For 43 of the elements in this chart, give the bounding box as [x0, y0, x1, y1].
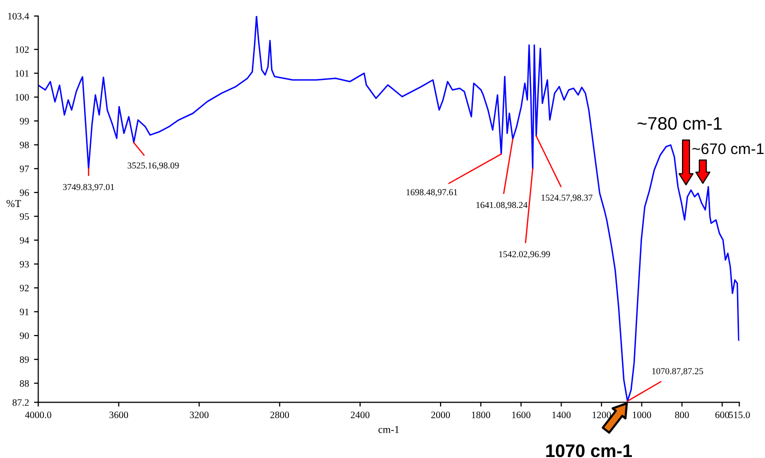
- annotation: 1542.02,96.99: [499, 251, 550, 259]
- annotation: ~780 cm-1: [638, 117, 722, 130]
- annotation: 3525.16,98.09: [128, 162, 179, 170]
- y-tick-label: 87.2: [12, 399, 29, 406]
- annotation: ~670 cm-1: [692, 143, 764, 154]
- x-tick-label: 600: [715, 412, 730, 418]
- y-tick-label: 89: [20, 356, 29, 363]
- y-tick-label: 91: [20, 308, 29, 316]
- x-tick-label: 3200: [190, 412, 209, 418]
- y-tick-label: 101: [15, 70, 29, 77]
- annotation: 1070.87,87.25: [652, 368, 704, 376]
- x-tick-label: 2400: [350, 412, 370, 418]
- x-tick-label: 2800: [270, 412, 289, 418]
- annotation: 3749.83,97.01: [63, 184, 114, 192]
- x-tick-label: 4000.0: [25, 412, 52, 418]
- y-tick-label: 92: [20, 284, 29, 292]
- y-tick-label: 97: [20, 166, 29, 172]
- x-tick-label: 2000: [431, 412, 450, 418]
- x-tick-label: 1200: [592, 412, 611, 418]
- x-tick-label: 1800: [472, 412, 490, 418]
- annotation: 1641.08,98.24: [476, 202, 528, 210]
- y-tick-label: 102: [15, 46, 29, 53]
- x-tick-label: 515.0: [728, 412, 750, 418]
- y-tick-label: 98: [20, 142, 29, 148]
- y-tick-label: 103.4: [8, 12, 30, 20]
- y-tick-label: 93: [20, 260, 29, 268]
- y-tick-label: 100: [15, 94, 29, 101]
- x-tick-label: 1600: [512, 412, 530, 418]
- y-tick-label: 99: [20, 118, 29, 124]
- annotation: 1524.57,98.37: [542, 194, 592, 202]
- x-tick-label: 1000: [632, 412, 652, 418]
- x-tick-label: 800: [675, 412, 689, 418]
- x-axis-title: cm-1: [378, 426, 399, 434]
- y-tick-label: 95: [20, 213, 29, 220]
- x-tick-label: 3600: [109, 412, 128, 418]
- y-axis-title: %T: [6, 200, 22, 208]
- y-tick-label: 96: [20, 189, 29, 196]
- annotation: 1070 cm-1: [546, 444, 632, 458]
- x-tick-label: 1400: [552, 412, 571, 418]
- y-tick-label: 88: [20, 380, 29, 387]
- annotation: 1698.48,97.61: [406, 189, 458, 197]
- y-tick-label: 94: [20, 237, 30, 244]
- y-tick-label: 90: [20, 332, 29, 340]
